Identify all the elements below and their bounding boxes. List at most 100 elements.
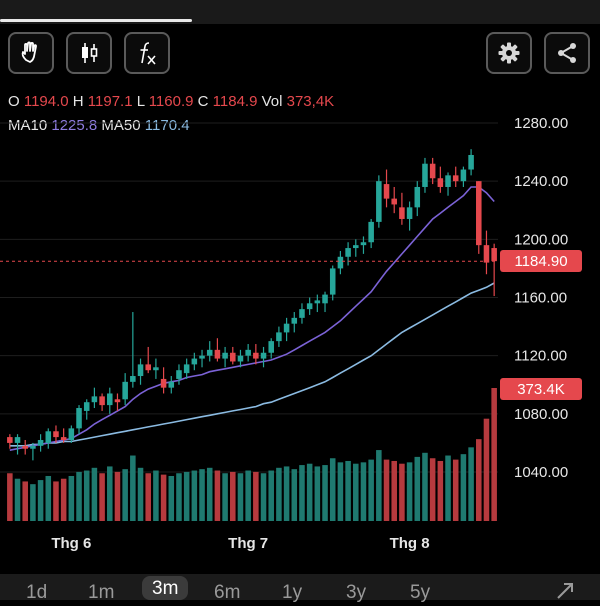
candle-body xyxy=(222,352,228,359)
candle-body xyxy=(83,402,90,411)
expand-icon[interactable] xyxy=(554,580,576,606)
candle-body xyxy=(22,445,28,449)
candle-body xyxy=(429,163,436,179)
hand-tool-button[interactable] xyxy=(8,32,54,74)
range-1d[interactable]: 1d xyxy=(26,582,48,603)
candle-body xyxy=(60,437,67,441)
candle-body xyxy=(68,428,75,441)
volume-bar xyxy=(376,450,382,521)
candlestick-icon xyxy=(76,40,102,66)
candle-body xyxy=(345,248,351,257)
candle-body xyxy=(383,184,390,199)
candle-body xyxy=(476,181,482,246)
candle-body xyxy=(260,352,267,359)
volume-bar xyxy=(83,470,90,521)
volume-bar xyxy=(168,475,175,521)
x-tick-label: Thg 6 xyxy=(51,535,91,552)
candle-body xyxy=(452,175,459,182)
volume-bar xyxy=(353,463,359,521)
low-value: 1160.9 xyxy=(148,93,194,110)
ma50-line xyxy=(9,282,495,447)
volume-bar xyxy=(276,467,282,521)
volume-bar xyxy=(45,475,52,521)
range-3m[interactable]: 3m xyxy=(142,576,189,600)
range-5y[interactable]: 5y xyxy=(410,582,431,603)
volume-bar xyxy=(30,484,36,521)
volume-bar xyxy=(291,469,298,521)
candle-body xyxy=(414,186,421,208)
volume-bar xyxy=(322,465,328,521)
candle-body xyxy=(7,437,13,443)
candle-body xyxy=(491,248,497,262)
candle-body xyxy=(230,352,236,362)
candle-body xyxy=(76,408,82,429)
candle-body xyxy=(437,178,444,187)
volume-bar xyxy=(491,388,497,521)
volume-bar xyxy=(268,470,274,521)
volume-bar xyxy=(76,471,82,521)
settings-button[interactable] xyxy=(486,32,532,74)
candle-body xyxy=(160,378,167,388)
ma10-line xyxy=(9,186,495,451)
candle-body xyxy=(360,242,367,246)
volume-bar xyxy=(214,470,221,521)
price-chart[interactable]: 1280.00 1240.00 1200.00 1160.00 1120.00 1080.… xyxy=(0,110,600,560)
candle-body xyxy=(183,364,190,374)
range-1m[interactable]: 1m xyxy=(88,582,115,603)
volume-bar xyxy=(191,470,198,521)
candle-body xyxy=(168,381,175,388)
candle-body xyxy=(276,332,282,342)
candle-body xyxy=(176,370,182,379)
y-tick-label: 1160.00 xyxy=(514,290,567,307)
volume-bar xyxy=(222,473,228,521)
volume-bar xyxy=(107,466,113,521)
ma50-label: MA50 xyxy=(101,117,141,134)
ma10-value: 1225.8 xyxy=(51,117,98,134)
candle-body xyxy=(483,245,490,263)
volume-bar xyxy=(245,470,251,521)
share-button[interactable] xyxy=(544,32,590,74)
candle-body xyxy=(199,355,205,359)
volume-bar xyxy=(99,473,105,521)
volume-bar xyxy=(91,467,98,521)
volume-bar xyxy=(176,473,182,521)
candle-body xyxy=(314,300,321,304)
y-tick-label: 1240.00 xyxy=(514,173,568,190)
candle-body xyxy=(91,396,98,403)
volume-bar xyxy=(183,471,190,521)
hand-icon xyxy=(18,40,44,66)
candle-body xyxy=(206,349,213,356)
indicator-tool-button[interactable] xyxy=(124,32,170,74)
volume-bar xyxy=(452,459,459,521)
volume-bar xyxy=(253,471,259,521)
gear-icon xyxy=(497,41,521,65)
volume-label: Vol xyxy=(261,93,283,110)
volume-bar xyxy=(329,458,336,521)
volume-bar xyxy=(160,474,167,521)
volume-bar xyxy=(145,473,151,521)
range-6m[interactable]: 6m xyxy=(214,582,241,603)
candle-body xyxy=(107,393,113,406)
volume-bar xyxy=(391,460,397,521)
range-3y[interactable]: 3y xyxy=(346,582,367,603)
volume-bar xyxy=(153,470,159,521)
range-1y[interactable]: 1y xyxy=(282,582,303,603)
volume-bar xyxy=(429,458,436,521)
volume-bar xyxy=(399,463,405,521)
candle-body xyxy=(322,294,328,304)
volume-bar xyxy=(406,462,413,521)
volume-bar xyxy=(230,471,236,521)
candle-body xyxy=(214,349,221,359)
y-tick-label: 1040.00 xyxy=(514,464,568,481)
last-price-badge: 1184.90 xyxy=(500,250,582,273)
candlestick-tool-button[interactable] xyxy=(66,32,112,74)
progress-bar xyxy=(0,19,192,22)
candle-body xyxy=(306,303,313,310)
candle-body xyxy=(145,364,151,371)
candle-body xyxy=(245,349,251,356)
volume-bar xyxy=(299,465,305,521)
y-tick-label: 1280.00 xyxy=(514,115,568,132)
candle-body xyxy=(45,431,52,443)
volume-bar xyxy=(337,462,344,521)
y-tick-label: 1080.00 xyxy=(514,406,568,423)
